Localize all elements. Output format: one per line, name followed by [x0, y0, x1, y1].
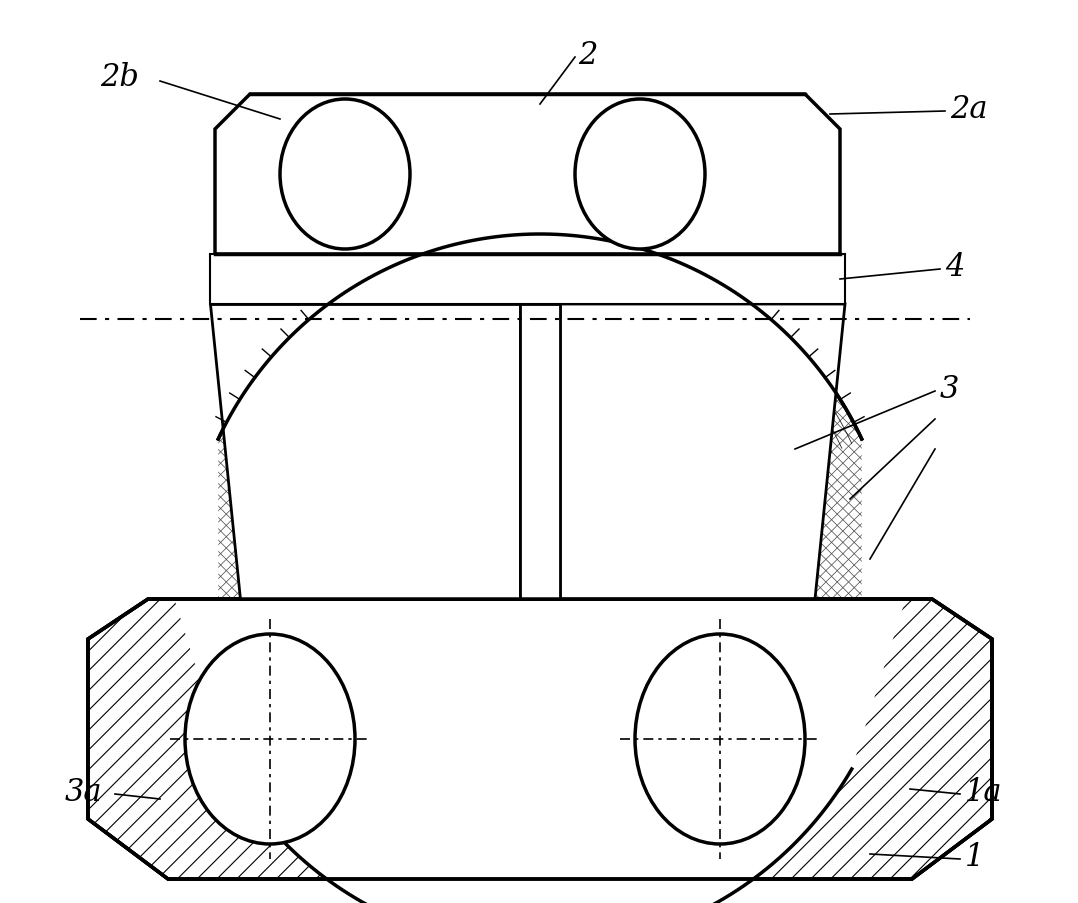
Ellipse shape	[185, 634, 355, 844]
Polygon shape	[559, 304, 845, 600]
Text: 1a: 1a	[965, 777, 1003, 807]
Polygon shape	[215, 95, 840, 255]
Text: 2b: 2b	[100, 62, 139, 93]
Text: 3: 3	[940, 374, 959, 405]
Polygon shape	[175, 601, 906, 903]
Text: 2a: 2a	[950, 95, 987, 126]
Ellipse shape	[635, 634, 805, 844]
Polygon shape	[210, 304, 520, 600]
Text: 3a: 3a	[65, 777, 102, 807]
Text: 2: 2	[578, 40, 597, 70]
Ellipse shape	[280, 100, 410, 250]
Text: 4: 4	[945, 252, 965, 284]
Text: 1: 1	[965, 842, 984, 872]
Ellipse shape	[575, 100, 705, 250]
Polygon shape	[210, 255, 845, 304]
Polygon shape	[88, 600, 992, 879]
Polygon shape	[520, 304, 559, 600]
